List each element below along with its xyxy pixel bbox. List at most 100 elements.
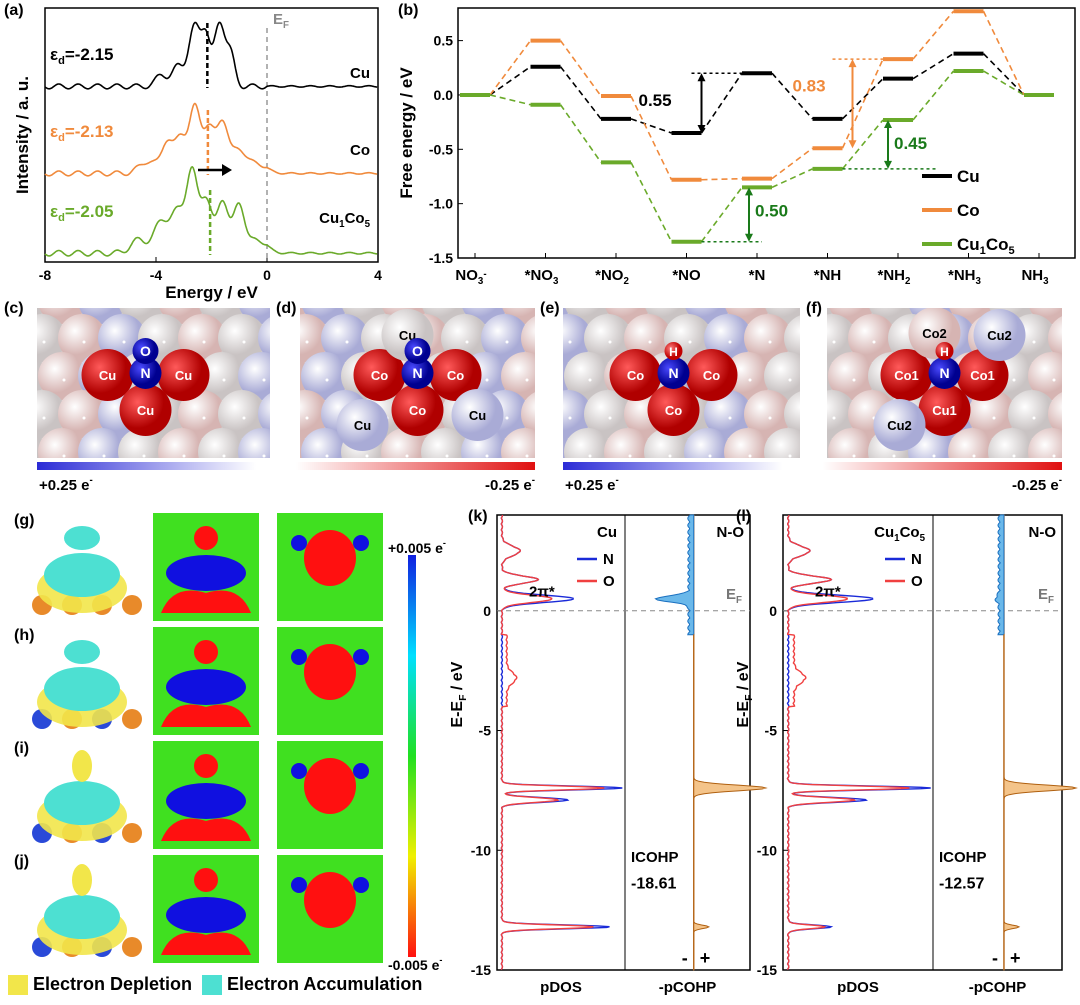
panel-label-e: (e) <box>540 300 560 317</box>
atom-label: H <box>669 345 678 359</box>
atom-highlight <box>728 416 732 420</box>
atom-highlight <box>748 378 752 382</box>
barrier-label: 0.50 <box>755 202 788 221</box>
atom-highlight <box>222 378 226 382</box>
plot-frame-a <box>44 7 379 263</box>
cohp-title: N-O <box>1029 524 1057 541</box>
sign-positive: + <box>1010 948 1021 968</box>
legend-label: Cu1Co5 <box>957 235 1015 257</box>
substrate-atom <box>584 390 632 438</box>
atom-label: O <box>140 343 151 359</box>
dos-curve-Cu <box>44 21 378 90</box>
arrow-head <box>848 140 857 149</box>
atom-label: N <box>939 365 949 381</box>
panel-label-j: (j) <box>14 853 30 870</box>
d-band-center-label-part: ε <box>50 122 58 141</box>
surface-atoms: Co Co Co NH <box>563 303 800 458</box>
surface-model-e: Co Co Co NH <box>563 303 800 458</box>
charge-map-blue <box>353 763 369 779</box>
substrate-atom <box>58 314 106 362</box>
charge-map-red <box>161 590 251 613</box>
substrate-atom <box>218 390 266 438</box>
charge-scale-positive-label: +0.25 e- <box>39 475 93 494</box>
y-axis-label: E-EF / eV <box>449 661 469 727</box>
pi-star-label: 2π* <box>529 583 555 600</box>
atom-highlight <box>325 378 329 382</box>
substrate-atom <box>563 314 592 362</box>
atom-highlight <box>446 303 449 306</box>
atom-highlight <box>708 454 712 458</box>
atom-highlight <box>788 378 792 382</box>
y-axis-label-part: E-E <box>449 701 466 728</box>
substrate-atom <box>421 428 469 458</box>
x-tick-label: *NO3 <box>525 267 559 287</box>
adsorbate-lobe <box>72 750 92 782</box>
atom-highlight <box>365 454 369 458</box>
accumulation-lobe <box>44 895 120 939</box>
atom-highlight <box>608 416 612 420</box>
legend-label: Cu <box>957 167 980 186</box>
pdos-curve-O <box>786 515 910 971</box>
surface-atom-Co <box>391 384 444 436</box>
atom-highlight <box>485 454 489 458</box>
atom-label: Co <box>371 368 388 383</box>
legend-label-part: Co <box>986 235 1009 254</box>
x-tick-label-part: *NH <box>878 267 906 284</box>
d-band-center-label: εd=-2.13 <box>50 122 114 144</box>
substrate-atom <box>238 428 270 458</box>
series-label-part: 1 <box>339 219 345 230</box>
charge-map-red <box>304 530 356 586</box>
legend-label-part: 1 <box>980 245 986 257</box>
substrate-atom <box>765 308 800 324</box>
atom-label: Co <box>665 403 682 418</box>
substrate-atom <box>501 428 535 458</box>
charge-map-red <box>161 704 251 727</box>
atom-highlight <box>303 303 306 306</box>
atom-highlight <box>202 416 206 420</box>
substrate-atom <box>58 390 106 438</box>
surface-atom-Cu <box>157 349 210 401</box>
fermi-label-part: F <box>283 20 289 31</box>
atom-highlight <box>669 303 672 306</box>
plot-frame-l <box>782 514 1063 971</box>
atom-label: H <box>940 345 949 359</box>
x-tick-label-part: 2 <box>623 276 629 287</box>
atom-highlight <box>668 454 672 458</box>
x-tick-label-part: *NH <box>948 267 976 284</box>
substrate-atom <box>37 314 66 362</box>
atom-label: Cu <box>175 368 192 383</box>
arrow-head <box>745 233 753 242</box>
y-axis-label-part: E-E <box>735 701 752 728</box>
surface-atoms: Co1 Co1 Cu1 Cu2 Co2 Cu2 NH <box>827 308 1062 458</box>
atom-highlight <box>932 454 936 458</box>
substrate-atom <box>118 428 166 458</box>
pdos-title-part: 5 <box>920 533 926 544</box>
connector-Cu <box>982 53 1025 96</box>
charge-scale-positive-label-part: - <box>615 475 618 486</box>
substrate-atom <box>704 390 752 438</box>
charge-map-blue <box>166 669 246 705</box>
atom-label: N <box>140 365 150 381</box>
x-tick-label: *NO <box>672 267 701 284</box>
atom-highlight <box>42 340 46 344</box>
cohp-antibonding-fill <box>654 514 695 636</box>
fermi-label-part: F <box>1048 595 1054 606</box>
isosurface-h <box>32 640 142 729</box>
surface-atom-Co <box>685 349 738 401</box>
substrate-atom <box>158 428 206 458</box>
nitrogen-atom <box>657 357 690 389</box>
legend-label-part: 5 <box>1009 245 1015 257</box>
cohp-antibonding-fill <box>994 514 1005 636</box>
difference-scale-min-label: -0.005 e- <box>388 955 442 973</box>
atom-highlight <box>852 454 856 458</box>
sign-negative: - <box>682 948 688 968</box>
shift-arrow-head <box>222 164 232 176</box>
connector-Cu1Co5 <box>841 119 884 170</box>
atom-highlight <box>23 379 26 382</box>
y-axis-label: Free energy / eV <box>397 67 416 199</box>
hydrogen-atom <box>664 342 683 360</box>
atom-highlight <box>768 340 772 344</box>
atom-highlight <box>82 340 86 344</box>
charge-colorbar-negative <box>822 462 1062 470</box>
y-tick-label: -15 <box>757 962 777 978</box>
